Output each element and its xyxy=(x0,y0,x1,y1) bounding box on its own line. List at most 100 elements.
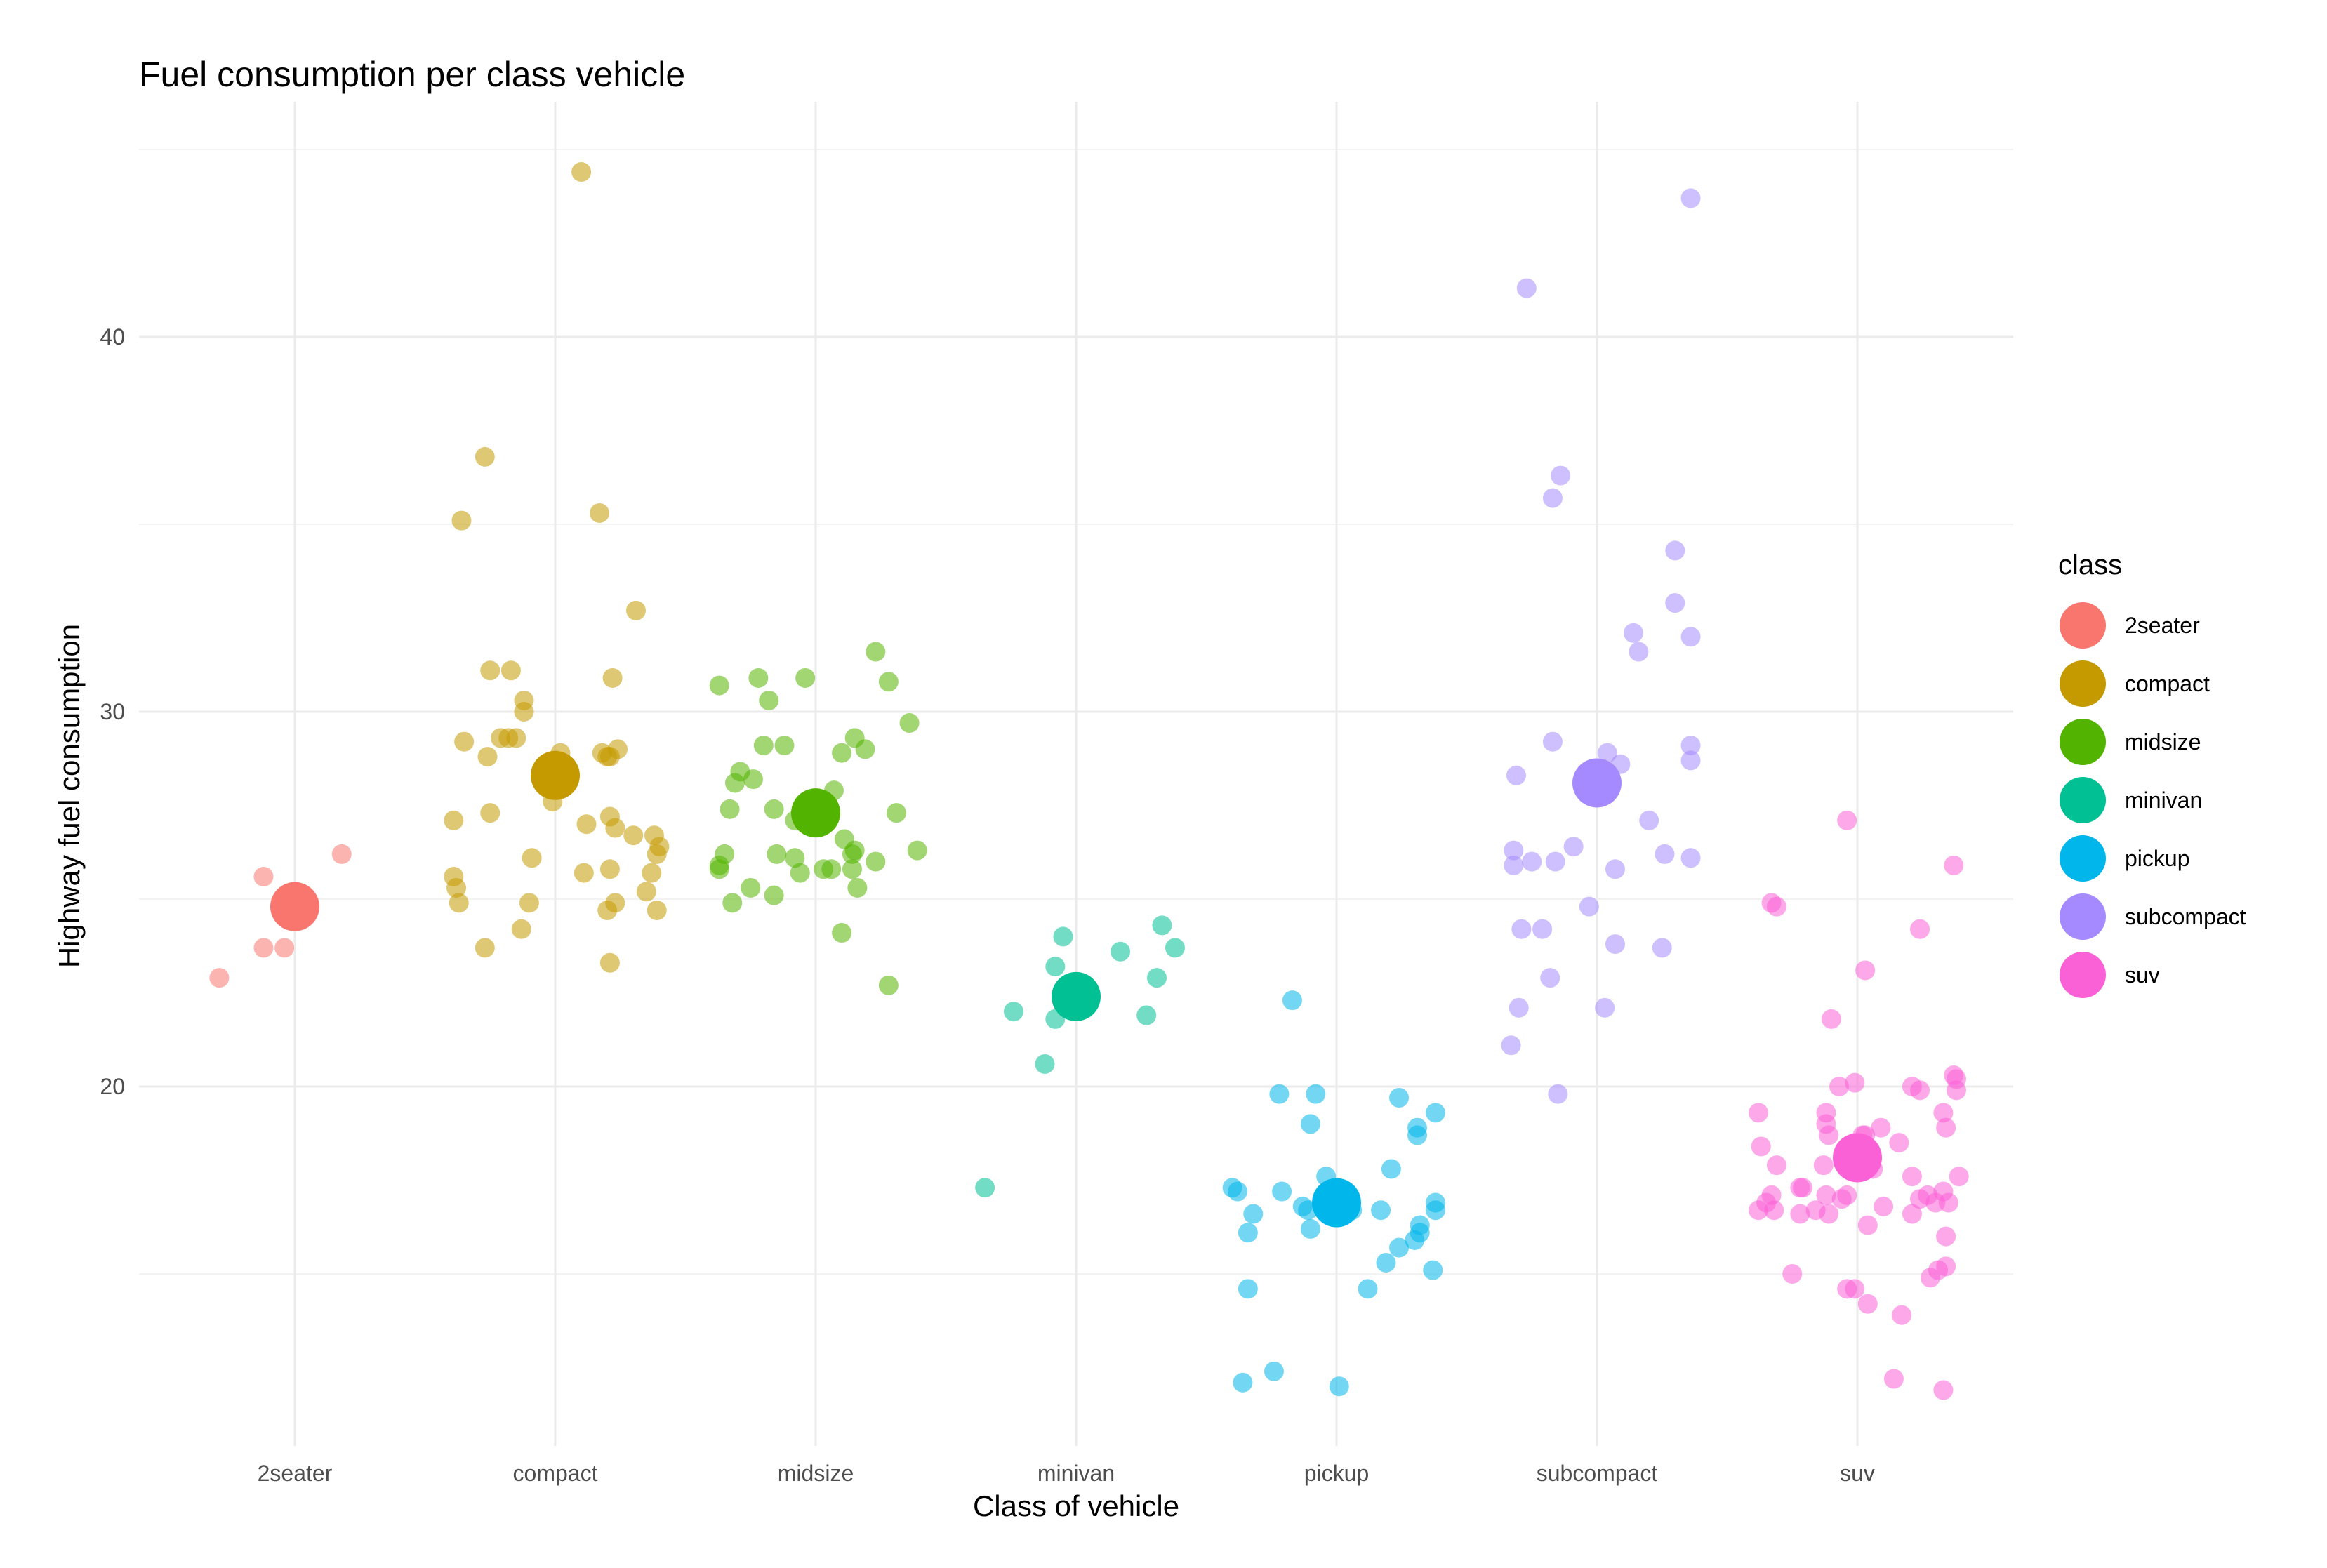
data-point-suv xyxy=(1855,960,1876,981)
data-point-midsize xyxy=(741,877,761,898)
data-point-pickup xyxy=(1243,1204,1264,1224)
data-point-midsize xyxy=(907,840,927,861)
data-point-subcompact xyxy=(1605,934,1625,955)
data-point-midsize xyxy=(832,743,852,763)
data-point-midsize xyxy=(878,975,899,995)
data-point-subcompact xyxy=(1639,810,1659,830)
data-point-pickup xyxy=(1376,1252,1396,1273)
mean-point-minivan xyxy=(1052,971,1101,1021)
mean-point-midsize xyxy=(791,788,840,838)
data-point-compact xyxy=(454,731,475,752)
data-point-midsize xyxy=(764,799,784,819)
data-point-midsize xyxy=(724,773,745,793)
x-tick-label: 2seater xyxy=(258,1461,333,1486)
data-point-subcompact xyxy=(1509,997,1529,1018)
data-point-subcompact xyxy=(1522,851,1542,872)
data-point-midsize xyxy=(764,885,784,905)
data-point-minivan xyxy=(1165,938,1185,958)
data-point-suv xyxy=(1910,919,1930,939)
x-tick-label: subcompact xyxy=(1537,1461,1658,1486)
data-point-midsize xyxy=(795,667,816,688)
data-point-compact xyxy=(647,844,667,864)
mean-point-2seater xyxy=(270,882,319,931)
data-point-minivan xyxy=(1053,926,1073,947)
legend-title: class xyxy=(2058,550,2122,580)
legend-key-suv xyxy=(2060,952,2106,998)
data-point-midsize xyxy=(709,859,729,879)
data-point-suv xyxy=(1936,1226,1956,1247)
mean-point-pickup xyxy=(1312,1178,1361,1228)
data-point-subcompact xyxy=(1506,765,1526,785)
data-point-suv xyxy=(1837,810,1857,830)
data-point-midsize xyxy=(887,803,907,823)
data-point-suv xyxy=(1766,896,1786,917)
data-point-compact xyxy=(480,660,500,681)
data-point-suv xyxy=(1782,1264,1803,1284)
data-point-suv xyxy=(1837,1185,1857,1205)
data-point-compact xyxy=(623,825,644,846)
data-point-pickup xyxy=(1300,1114,1320,1134)
data-point-midsize xyxy=(866,851,886,872)
data-point-subcompact xyxy=(1563,837,1584,857)
data-point-suv xyxy=(1793,1178,1813,1198)
data-point-midsize xyxy=(720,799,740,819)
data-point-suv xyxy=(1944,855,1964,875)
data-point-midsize xyxy=(722,893,743,913)
data-point-pickup xyxy=(1228,1181,1248,1202)
data-point-subcompact xyxy=(1542,731,1563,752)
data-point-midsize xyxy=(759,690,779,710)
data-point-subcompact xyxy=(1680,188,1701,208)
data-point-subcompact xyxy=(1548,1084,1568,1104)
data-point-pickup xyxy=(1269,1084,1290,1104)
data-point-pickup xyxy=(1371,1200,1391,1221)
data-point-midsize xyxy=(785,848,805,868)
data-point-2seater xyxy=(331,844,352,864)
data-point-subcompact xyxy=(1504,855,1524,875)
data-point-midsize xyxy=(847,877,868,898)
data-point-subcompact xyxy=(1655,844,1675,864)
x-tick-label: midsize xyxy=(778,1461,854,1486)
data-point-compact xyxy=(647,901,667,921)
legend-label-pickup: pickup xyxy=(2125,846,2190,871)
data-point-midsize xyxy=(842,859,862,879)
y-axis-title: Highway fuel consumption xyxy=(53,624,86,968)
data-point-pickup xyxy=(1358,1279,1378,1299)
data-point-suv xyxy=(1819,1204,1839,1224)
legend-key-pickup xyxy=(2060,835,2106,882)
data-point-suv xyxy=(1813,1155,1834,1176)
data-point-pickup xyxy=(1306,1084,1326,1104)
data-point-compact xyxy=(599,859,620,879)
data-point-subcompact xyxy=(1579,896,1599,917)
data-point-subcompact xyxy=(1680,627,1701,647)
data-point-compact xyxy=(626,600,647,620)
data-point-pickup xyxy=(1238,1223,1258,1243)
data-point-suv xyxy=(1845,1072,1865,1093)
data-point-subcompact xyxy=(1511,919,1532,939)
legend-key-midsize xyxy=(2060,719,2106,765)
means-layer xyxy=(270,750,1882,1228)
data-point-midsize xyxy=(832,923,852,943)
data-point-subcompact xyxy=(1680,848,1701,868)
legend-label-subcompact: subcompact xyxy=(2125,904,2246,929)
data-point-pickup xyxy=(1381,1159,1401,1179)
data-point-midsize xyxy=(748,667,769,688)
data-point-compact xyxy=(574,863,594,883)
data-point-midsize xyxy=(878,672,899,692)
legend-label-midsize: midsize xyxy=(2125,729,2201,755)
data-point-pickup xyxy=(1425,1200,1445,1221)
data-point-suv xyxy=(1819,1125,1839,1145)
data-point-suv xyxy=(1857,1215,1878,1235)
data-point-midsize xyxy=(866,642,886,662)
y-tick-label: 30 xyxy=(100,699,125,724)
legend-label-2seater: 2seater xyxy=(2125,613,2200,638)
data-point-subcompact xyxy=(1629,642,1649,662)
data-point-compact xyxy=(446,877,467,898)
data-point-subcompact xyxy=(1623,623,1643,643)
data-point-compact xyxy=(602,667,623,688)
x-tick-labels: 2seater compact midsize minivan pickup subcom… xyxy=(258,1461,1875,1486)
data-point-compact xyxy=(522,848,542,868)
data-point-compact xyxy=(444,810,464,830)
data-point-subcompact xyxy=(1532,919,1553,939)
data-point-2seater xyxy=(253,938,274,958)
